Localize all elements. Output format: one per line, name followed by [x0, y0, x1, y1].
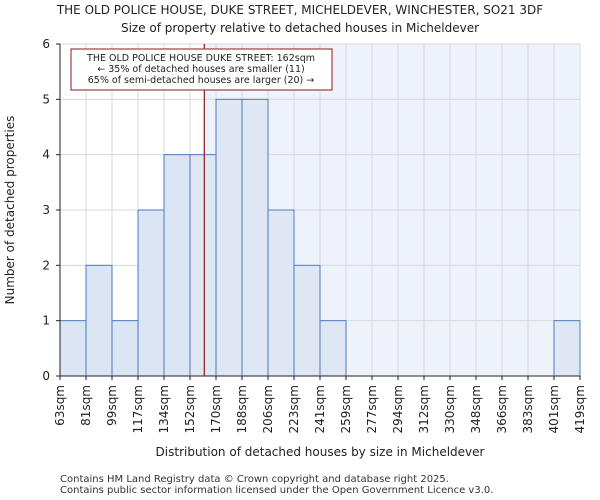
x-tick-label-81sqm: 81sqm — [79, 385, 93, 426]
x-tick-label-294sqm: 294sqm — [391, 385, 405, 433]
x-tick-label-259sqm: 259sqm — [339, 385, 353, 433]
x-tick-label-277sqm: 277sqm — [365, 385, 379, 433]
annotation-box: THE OLD POLICE HOUSE DUKE STREET: 162sqm… — [70, 48, 333, 91]
y-axis-label: Number of detached properties — [3, 116, 17, 305]
x-tick-label-366sqm: 366sqm — [495, 385, 509, 433]
footer-line1: Contains HM Land Registry data © Crown c… — [60, 474, 449, 485]
y-tick-label-5: 5 — [42, 92, 50, 106]
x-tick-label-241sqm: 241sqm — [313, 385, 327, 433]
y-tick-label-4: 4 — [42, 148, 50, 162]
y-tick-label-6: 6 — [42, 37, 50, 51]
x-tick-label-223sqm: 223sqm — [287, 385, 301, 433]
bar-81sqm — [85, 264, 113, 377]
bar-206sqm — [267, 209, 295, 377]
x-tick-label-99sqm: 99sqm — [105, 385, 119, 426]
chart-title-line1: THE OLD POLICE HOUSE, DUKE STREET, MICHE… — [56, 3, 543, 17]
bar-63sqm — [59, 320, 87, 377]
x-tick-label-312sqm: 312sqm — [417, 385, 431, 433]
x-tick-label-63sqm: 63sqm — [53, 385, 67, 426]
footer-line2: Contains public sector information licen… — [60, 485, 493, 496]
x-tick-label-117sqm: 117sqm — [131, 385, 145, 433]
bar-152sqm — [189, 154, 217, 377]
annotation-line1: THE OLD POLICE HOUSE DUKE STREET: 162sqm — [86, 53, 315, 64]
chart-title-line2: Size of property relative to detached ho… — [121, 21, 479, 35]
x-tick-label-330sqm: 330sqm — [443, 385, 457, 433]
bar-241sqm — [319, 320, 347, 377]
y-tick-labels: 0 1 2 3 4 5 6 — [42, 37, 60, 383]
x-tick-label-170sqm: 170sqm — [209, 385, 223, 433]
bar-134sqm — [163, 154, 191, 377]
x-tick-label-419sqm: 419sqm — [573, 385, 587, 433]
x-tick-label-188sqm: 188sqm — [235, 385, 249, 433]
x-tick-label-206sqm: 206sqm — [261, 385, 275, 433]
annotation-line2: ← 35% of detached houses are smaller (11… — [97, 64, 304, 75]
bar-401sqm — [553, 320, 581, 377]
y-tick-label-0: 0 — [42, 369, 50, 383]
bars — [59, 98, 581, 377]
bar-99sqm — [111, 320, 139, 377]
y-tick-label-1: 1 — [42, 314, 50, 328]
x-tick-label-134sqm: 134sqm — [157, 385, 171, 433]
x-tick-labels: 63sqm 81sqm 99sqm 117sqm 134sqm 152sqm 170sqm 1… — [53, 376, 587, 433]
x-tick-label-401sqm: 401sqm — [547, 385, 561, 433]
y-tick-label-3: 3 — [42, 203, 50, 217]
bar-170sqm — [215, 98, 243, 377]
x-tick-label-348sqm: 348sqm — [469, 385, 483, 433]
x-tick-label-152sqm: 152sqm — [183, 385, 197, 433]
annotation-border — [70, 48, 333, 91]
bar-188sqm — [241, 98, 269, 377]
x-tick-label-383sqm: 383sqm — [521, 385, 535, 433]
x-axis-label: Distribution of detached houses by size … — [156, 445, 485, 459]
annotation-line3: 65% of semi-detached houses are larger (… — [88, 75, 315, 86]
y-tick-label-2: 2 — [42, 258, 50, 272]
bar-223sqm — [293, 264, 321, 377]
bar-117sqm — [137, 209, 165, 377]
